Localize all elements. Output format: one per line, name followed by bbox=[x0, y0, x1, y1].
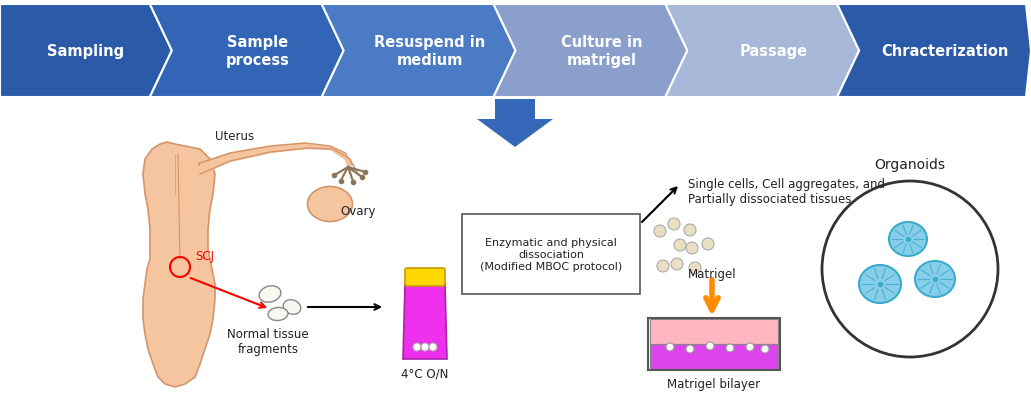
Text: SCJ: SCJ bbox=[195, 249, 214, 262]
Polygon shape bbox=[494, 5, 688, 98]
Circle shape bbox=[674, 239, 686, 251]
Circle shape bbox=[702, 239, 714, 250]
Text: Uterus: Uterus bbox=[215, 130, 254, 143]
Circle shape bbox=[668, 219, 680, 231]
Circle shape bbox=[666, 343, 674, 351]
Ellipse shape bbox=[307, 187, 353, 222]
Text: Organoids: Organoids bbox=[874, 158, 945, 172]
Ellipse shape bbox=[268, 308, 288, 321]
Circle shape bbox=[822, 182, 998, 357]
Text: Sampling: Sampling bbox=[47, 44, 125, 59]
Text: Matrigel bilayer: Matrigel bilayer bbox=[667, 377, 761, 390]
Text: Enzymatic and physical
dissociation
(Modified MBOC protocol): Enzymatic and physical dissociation (Mod… bbox=[479, 238, 622, 271]
Circle shape bbox=[686, 242, 698, 254]
Polygon shape bbox=[322, 5, 516, 98]
Text: Culture in
matrigel: Culture in matrigel bbox=[561, 35, 642, 67]
Text: Matrigel: Matrigel bbox=[688, 267, 736, 280]
Ellipse shape bbox=[889, 223, 927, 256]
Polygon shape bbox=[837, 5, 1031, 98]
Polygon shape bbox=[0, 5, 172, 98]
Text: Sample
process: Sample process bbox=[226, 35, 290, 67]
Circle shape bbox=[671, 258, 683, 270]
Circle shape bbox=[746, 343, 754, 351]
Circle shape bbox=[429, 343, 437, 351]
FancyBboxPatch shape bbox=[405, 268, 445, 286]
Text: Single cells, Cell aggregates, and
Partially dissociated tissues: Single cells, Cell aggregates, and Parti… bbox=[688, 178, 885, 205]
Text: Resuspend in
medium: Resuspend in medium bbox=[374, 35, 486, 67]
Polygon shape bbox=[403, 284, 447, 359]
Bar bbox=[648, 318, 780, 370]
Bar bbox=[650, 344, 778, 369]
Circle shape bbox=[689, 262, 701, 274]
Circle shape bbox=[726, 344, 734, 352]
Bar bbox=[495, 100, 535, 120]
Text: 4°C O/N: 4°C O/N bbox=[401, 367, 448, 380]
Circle shape bbox=[413, 343, 421, 351]
Circle shape bbox=[421, 343, 429, 351]
Circle shape bbox=[684, 225, 696, 237]
Ellipse shape bbox=[914, 261, 955, 297]
Polygon shape bbox=[477, 120, 553, 148]
Bar bbox=[462, 215, 640, 294]
Text: Normal tissue
fragments: Normal tissue fragments bbox=[227, 327, 309, 355]
Circle shape bbox=[686, 345, 694, 353]
Text: Chracterization: Chracterization bbox=[882, 44, 1008, 59]
Polygon shape bbox=[149, 5, 343, 98]
Circle shape bbox=[657, 260, 669, 272]
Circle shape bbox=[761, 345, 769, 353]
Text: Passage: Passage bbox=[739, 44, 807, 59]
Polygon shape bbox=[665, 5, 859, 98]
Circle shape bbox=[654, 225, 666, 237]
Ellipse shape bbox=[859, 265, 901, 303]
Ellipse shape bbox=[259, 286, 280, 302]
Ellipse shape bbox=[284, 300, 301, 314]
Circle shape bbox=[706, 342, 714, 350]
Bar bbox=[650, 319, 778, 344]
Polygon shape bbox=[143, 143, 215, 387]
Text: Ovary: Ovary bbox=[340, 205, 375, 217]
